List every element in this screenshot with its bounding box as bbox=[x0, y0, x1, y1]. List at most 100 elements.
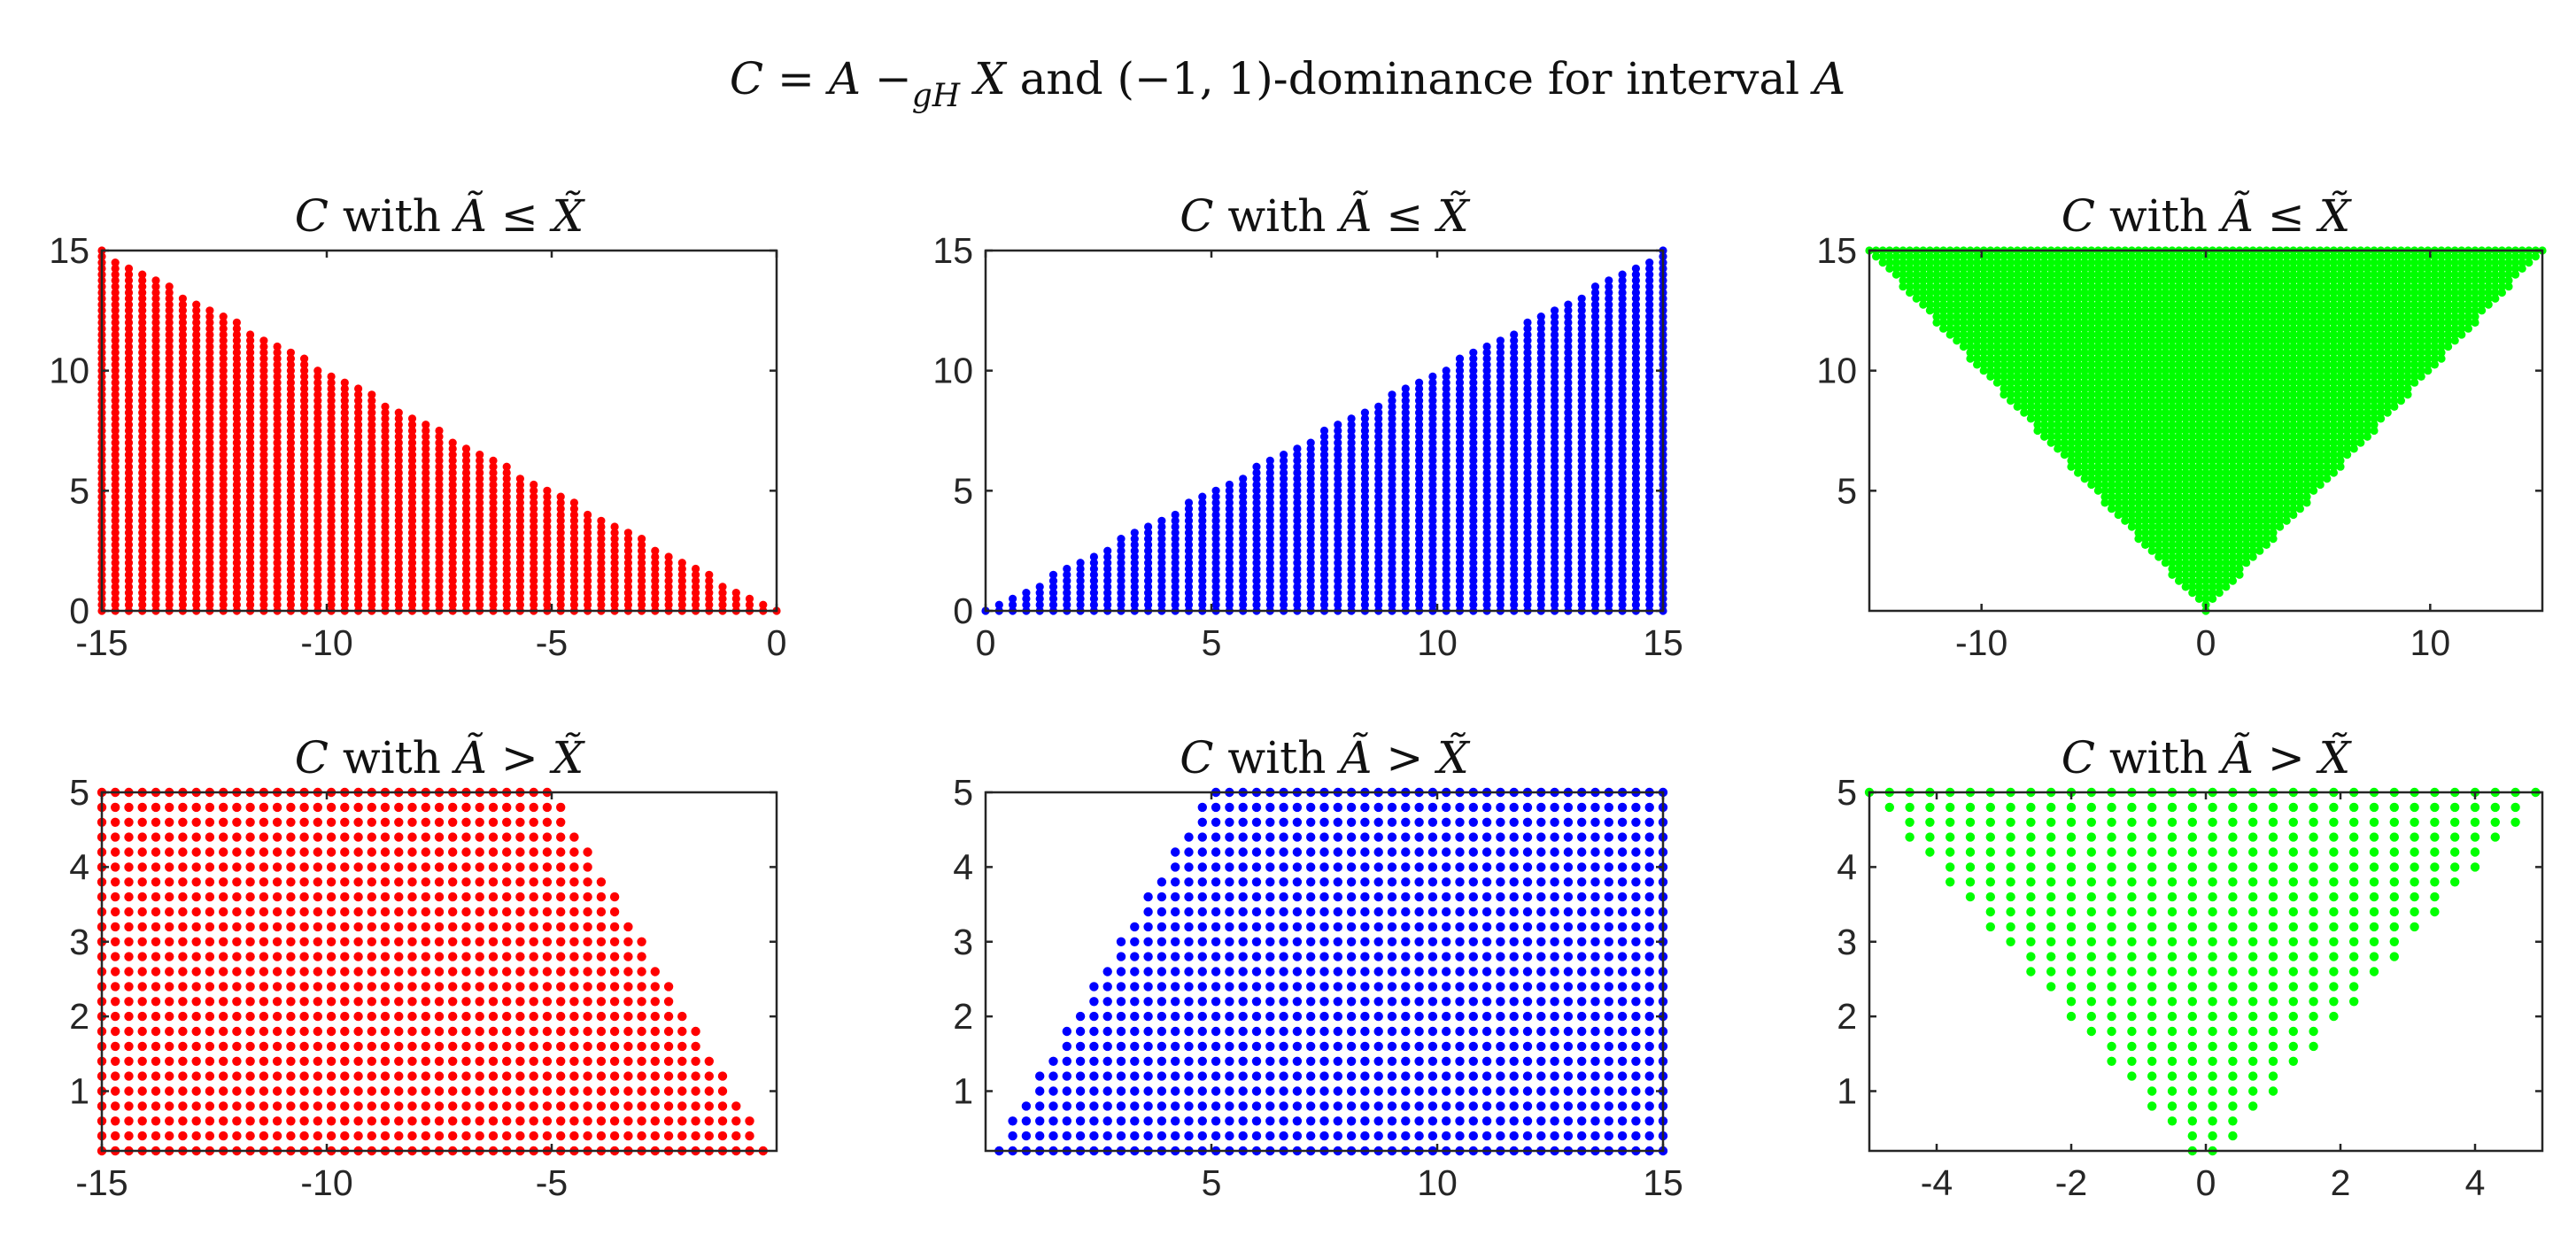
data-point bbox=[124, 318, 134, 327]
data-point bbox=[151, 318, 160, 327]
data-point bbox=[394, 408, 403, 417]
data-point bbox=[232, 462, 241, 471]
data-point bbox=[313, 450, 322, 459]
data-point bbox=[111, 282, 120, 291]
data-point bbox=[300, 397, 309, 405]
data-point bbox=[178, 486, 187, 495]
data-point bbox=[111, 444, 120, 453]
data-point bbox=[530, 480, 538, 490]
data-point bbox=[556, 492, 565, 501]
data-point bbox=[273, 438, 282, 447]
data-point bbox=[1631, 264, 1640, 273]
data-point bbox=[259, 378, 268, 387]
data-point bbox=[259, 576, 268, 585]
data-point bbox=[246, 367, 255, 375]
data-point bbox=[151, 384, 160, 393]
data-point bbox=[259, 564, 268, 574]
data-point bbox=[273, 559, 282, 567]
data-point bbox=[165, 288, 174, 297]
data-point bbox=[246, 402, 255, 411]
data-point bbox=[111, 450, 120, 459]
data-point bbox=[219, 402, 228, 411]
data-point bbox=[610, 522, 619, 531]
data-point bbox=[286, 462, 295, 471]
data-point bbox=[138, 414, 147, 423]
data-point bbox=[259, 462, 268, 471]
data-point bbox=[994, 600, 1003, 609]
data-point bbox=[232, 600, 241, 609]
data-point bbox=[232, 564, 241, 574]
data-point bbox=[192, 336, 201, 345]
data-point bbox=[205, 384, 214, 393]
data-point bbox=[192, 462, 201, 471]
data-point bbox=[313, 589, 322, 598]
x-tick-label: -10 bbox=[300, 622, 352, 663]
data-point bbox=[111, 456, 120, 466]
data-point bbox=[205, 522, 214, 531]
data-point bbox=[192, 564, 201, 574]
data-point bbox=[178, 576, 187, 585]
y-tick-label: 10 bbox=[49, 351, 89, 391]
data-point bbox=[151, 576, 160, 585]
data-point bbox=[1645, 259, 1654, 267]
data-point bbox=[246, 432, 255, 441]
data-point bbox=[300, 414, 309, 423]
data-point bbox=[286, 372, 295, 381]
data-point bbox=[273, 367, 282, 375]
data-point bbox=[219, 444, 228, 453]
data-point bbox=[313, 570, 322, 579]
data-point bbox=[192, 384, 201, 393]
data-point bbox=[259, 468, 268, 477]
data-point bbox=[286, 402, 295, 411]
data-point bbox=[407, 414, 417, 423]
data-point bbox=[313, 529, 322, 537]
data-point bbox=[165, 384, 174, 393]
data-point bbox=[273, 390, 282, 399]
data-point bbox=[286, 421, 295, 429]
data-point bbox=[165, 546, 174, 555]
data-point bbox=[192, 540, 201, 550]
data-point bbox=[300, 456, 309, 466]
data-point bbox=[313, 408, 322, 417]
data-point bbox=[219, 492, 228, 501]
data-point bbox=[138, 318, 147, 327]
data-point bbox=[232, 324, 241, 333]
data-point bbox=[192, 456, 201, 466]
data-point bbox=[178, 516, 187, 525]
data-point bbox=[232, 559, 241, 567]
data-point bbox=[192, 594, 201, 604]
data-point bbox=[313, 432, 322, 441]
data-point bbox=[124, 510, 134, 520]
data-point bbox=[219, 421, 228, 429]
data-point bbox=[178, 426, 187, 436]
data-point bbox=[246, 522, 255, 531]
data-point bbox=[124, 432, 134, 441]
data-point bbox=[1144, 522, 1153, 531]
data-point bbox=[219, 498, 228, 507]
data-point bbox=[178, 468, 187, 477]
data-point bbox=[1306, 438, 1315, 447]
data-point bbox=[300, 354, 309, 363]
data-point bbox=[313, 486, 322, 495]
data-point bbox=[219, 432, 228, 441]
data-point bbox=[124, 390, 134, 399]
data-point bbox=[124, 492, 134, 501]
data-point bbox=[232, 480, 241, 490]
data-point bbox=[192, 426, 201, 436]
data-point bbox=[1428, 372, 1437, 381]
data-point bbox=[300, 390, 309, 399]
data-point bbox=[259, 444, 268, 453]
data-point bbox=[151, 313, 160, 321]
data-point bbox=[219, 546, 228, 555]
data-point bbox=[138, 492, 147, 501]
data-point bbox=[1455, 354, 1465, 363]
data-point bbox=[259, 360, 268, 369]
data-point bbox=[232, 529, 241, 537]
data-point bbox=[192, 570, 201, 579]
data-point bbox=[205, 462, 214, 471]
data-point bbox=[192, 330, 201, 339]
data-point bbox=[422, 421, 430, 429]
data-point bbox=[259, 480, 268, 490]
data-point bbox=[1211, 486, 1220, 495]
data-point bbox=[219, 540, 228, 550]
